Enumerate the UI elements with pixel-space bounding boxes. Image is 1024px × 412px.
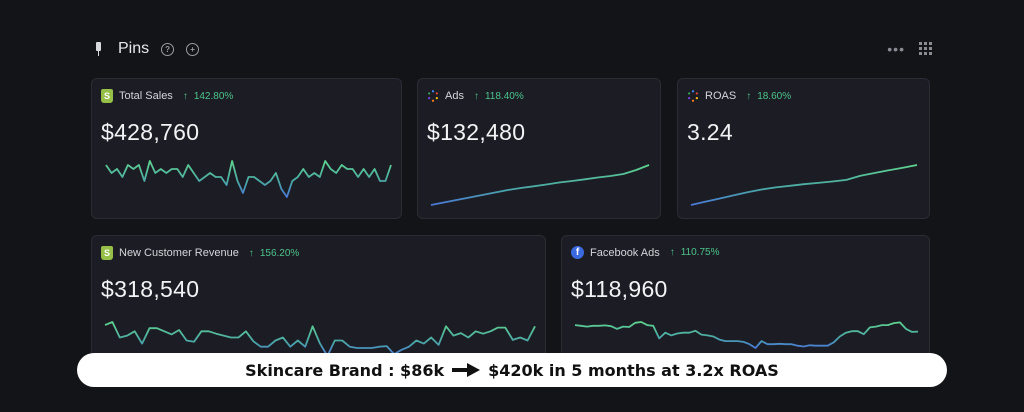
- ellipsis-icon[interactable]: •••: [887, 40, 905, 57]
- sparkline: [105, 160, 392, 198]
- change-value: 142.80%: [193, 90, 234, 102]
- question-circle-icon[interactable]: ?: [161, 42, 175, 56]
- metric-value: 3.24: [687, 119, 733, 145]
- metric-label: Facebook Ads: [590, 246, 660, 259]
- sparkline-line: [690, 164, 918, 206]
- facebook-icon: f: [571, 246, 584, 259]
- metric-card[interactable]: S New Customer Revenue ↑ 156.20% $318,540: [91, 235, 546, 375]
- change-value: 118.40%: [484, 90, 524, 102]
- arrow-up-icon: ↑: [746, 90, 752, 102]
- change-value: 110.75%: [680, 247, 720, 258]
- ads-icon: [428, 90, 438, 102]
- metric-label: ROAS: [705, 90, 737, 102]
- metric-value: $118,960: [571, 276, 668, 302]
- metric-label-row: f Facebook Ads ↑ 110.75%: [571, 246, 719, 259]
- metric-card[interactable]: S Total Sales ↑ 142.80% $428,760: [91, 78, 402, 219]
- metric-label-row: Ads ↑ 118.40%: [427, 89, 524, 103]
- sparkline: [690, 164, 918, 206]
- pin-icon: [94, 42, 102, 56]
- ads-icon: [688, 90, 698, 102]
- change-value: 18.60%: [757, 90, 792, 102]
- metric-label: Total Sales: [119, 90, 173, 102]
- shopify-icon: S: [101, 246, 113, 260]
- metric-value: $132,480: [427, 119, 526, 145]
- metric-label-row: S New Customer Revenue ↑ 156.20%: [101, 246, 299, 260]
- sparkline: [430, 164, 650, 206]
- banner-left-text: Skincare Brand : $86k: [245, 360, 445, 380]
- sparkline-line: [574, 321, 919, 349]
- metric-label: Ads: [445, 90, 464, 102]
- change-badge: ↑ 18.60%: [746, 91, 791, 102]
- metric-value: $428,760: [101, 119, 200, 145]
- metric-card[interactable]: ROAS ↑ 18.60% 3.24: [677, 78, 930, 219]
- pins-header: Pins ? +: [94, 38, 211, 60]
- sparkline-line: [430, 164, 650, 206]
- change-badge: ↑ 142.80%: [183, 91, 233, 102]
- change-value: 156.20%: [259, 247, 300, 259]
- caption-banner: Skincare Brand : $86k $420k in 5 months …: [77, 353, 947, 387]
- sparkline: [104, 321, 536, 357]
- change-badge: ↑ 118.40%: [474, 91, 524, 102]
- grid-icon[interactable]: [919, 42, 932, 55]
- metric-card[interactable]: f Facebook Ads ↑ 110.75% $118,960: [561, 235, 930, 375]
- sparkline: [574, 321, 919, 349]
- change-badge: ↑ 110.75%: [670, 247, 720, 258]
- metric-label-row: S Total Sales ↑ 142.80%: [101, 89, 233, 103]
- banner-right-text: $420k in 5 months at 3.2x ROAS: [488, 360, 779, 380]
- arrow-right-icon: [452, 363, 481, 377]
- metric-label: New Customer Revenue: [119, 247, 239, 259]
- sparkline-line: [104, 321, 536, 357]
- metric-value: $318,540: [101, 276, 200, 302]
- page-title: Pins: [118, 40, 150, 57]
- shopify-icon: S: [101, 89, 113, 103]
- arrow-up-icon: ↑: [248, 247, 254, 259]
- arrow-up-icon: ↑: [669, 247, 675, 258]
- plus-circle-icon[interactable]: +: [186, 42, 200, 56]
- sparkline-line: [105, 160, 392, 198]
- metric-card[interactable]: Ads ↑ 118.40% $132,480: [417, 78, 661, 219]
- header-tools: •••: [887, 40, 932, 57]
- arrow-up-icon: ↑: [182, 90, 188, 102]
- metric-label-row: ROAS ↑ 18.60%: [687, 89, 791, 103]
- arrow-up-icon: ↑: [473, 90, 479, 102]
- change-badge: ↑ 156.20%: [249, 248, 299, 259]
